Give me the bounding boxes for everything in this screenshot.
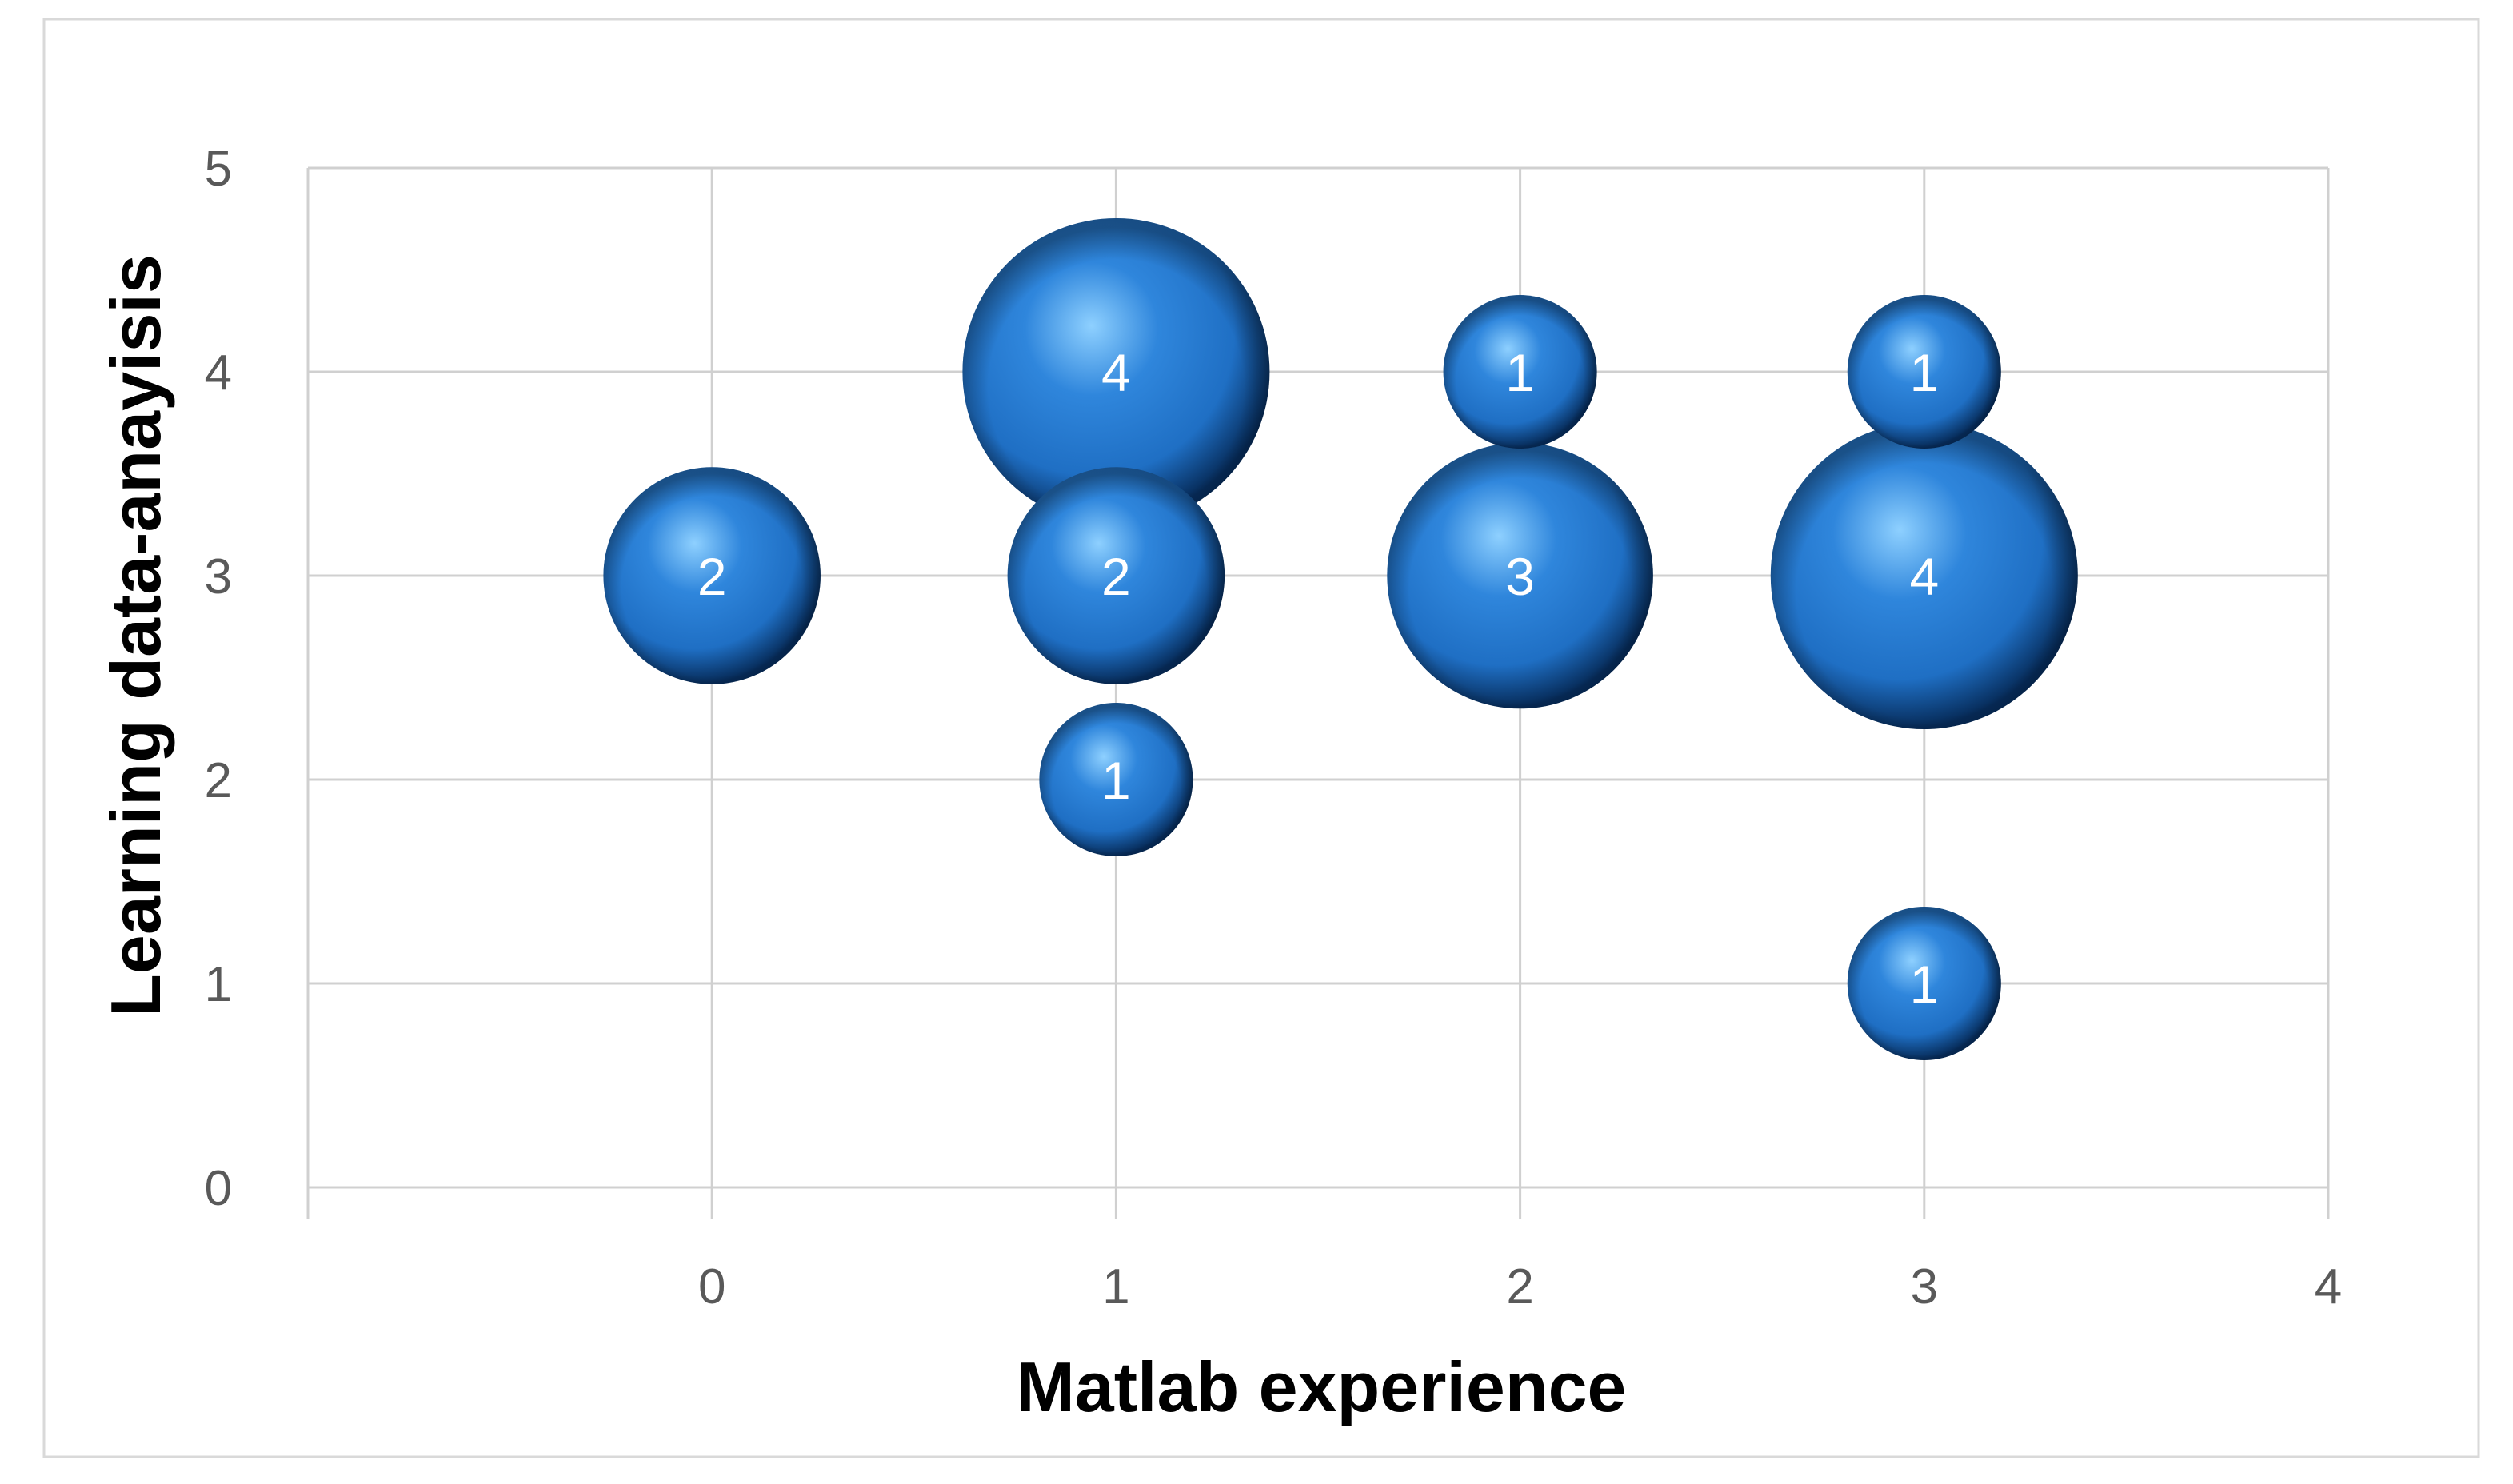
bubble-shade bbox=[1847, 907, 2001, 1060]
bubble-data-label: 4 bbox=[1909, 547, 1939, 606]
bubble-data-label: 2 bbox=[697, 547, 727, 606]
tick-labels: 0 1 2 3 4 0 1 2 3 4 5 bbox=[205, 142, 2343, 1314]
bubble-shade bbox=[1387, 442, 1653, 709]
y-axis-title: Learning data-anayisis bbox=[96, 254, 175, 1017]
x-tick-label: 3 bbox=[1911, 1259, 1938, 1314]
x-tick-label: 1 bbox=[1102, 1259, 1129, 1314]
y-tick-label: 1 bbox=[205, 957, 232, 1012]
y-tick-label: 4 bbox=[205, 345, 232, 401]
y-tick-label: 0 bbox=[205, 1161, 232, 1216]
y-tick-label: 2 bbox=[205, 753, 232, 808]
bubble-data-label: 1 bbox=[1505, 343, 1535, 402]
x-tick-label: 2 bbox=[1506, 1259, 1533, 1314]
bubble-data-label: 1 bbox=[1101, 751, 1131, 810]
x-axis-title: Matlab experience bbox=[1017, 1347, 1627, 1426]
bubble-shade bbox=[1443, 295, 1597, 449]
bubble-shade bbox=[603, 467, 821, 684]
bubble-data-label: 4 bbox=[1101, 343, 1131, 402]
y-tick-label: 3 bbox=[205, 549, 232, 604]
x-tick-label: 4 bbox=[2315, 1259, 2342, 1314]
bubble-shade bbox=[1770, 422, 2078, 729]
x-tick-label: 0 bbox=[698, 1259, 725, 1314]
bubble-data-label: 1 bbox=[1909, 955, 1939, 1014]
bubble-data-label: 3 bbox=[1505, 547, 1535, 606]
bubbles: 2 4 2 1 1 3 1 4 1 bbox=[603, 218, 2078, 1060]
bubble-data-label: 2 bbox=[1101, 547, 1131, 606]
bubble-data-label: 1 bbox=[1909, 343, 1939, 402]
bubble-shade bbox=[1007, 467, 1225, 684]
bubble-shade bbox=[962, 218, 1270, 525]
bubble-shade bbox=[1039, 703, 1193, 856]
chart-border bbox=[42, 18, 2480, 1458]
bubble-shade bbox=[1847, 295, 2001, 449]
y-tick-label: 5 bbox=[205, 142, 232, 197]
